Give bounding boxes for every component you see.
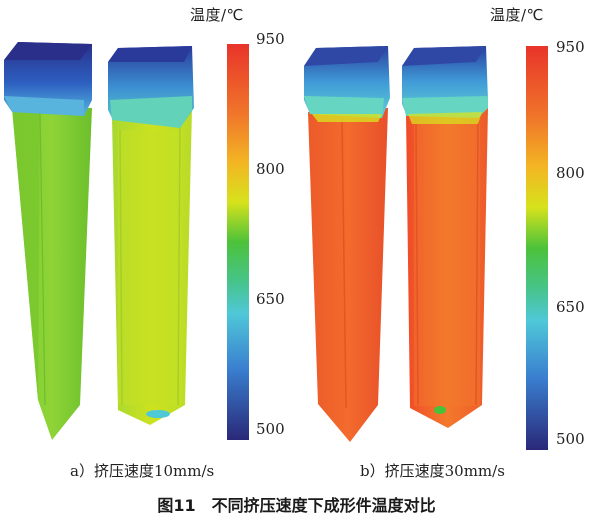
figure-caption: 图11 不同挤压速度下成形件温度对比: [157, 496, 436, 515]
tick-b-800: 800: [556, 164, 585, 182]
tick-b-650: 650: [556, 298, 585, 316]
colorbar-b: [526, 46, 548, 450]
tick-a-800: 800: [256, 160, 285, 178]
tick-a-500: 500: [256, 420, 285, 438]
colorbar-a: [227, 44, 249, 440]
rod-3: [304, 46, 390, 442]
unit-label-b: 温度/℃: [490, 6, 544, 24]
rod-2: [108, 46, 194, 425]
rod-4: [402, 46, 488, 428]
tick-b-950: 950: [556, 38, 585, 56]
tick-a-650: 650: [256, 290, 285, 308]
panel-b-simulation-image: [304, 46, 548, 450]
rod-1: [4, 42, 92, 440]
caption-a: a）挤压速度10mm/s: [70, 462, 215, 480]
tick-a-950: 950: [256, 30, 285, 48]
caption-b: b）挤压速度30mm/s: [360, 462, 505, 480]
panel-a-simulation-image: [4, 42, 249, 440]
tick-b-500: 500: [556, 430, 585, 448]
unit-label-a: 温度/℃: [190, 6, 244, 24]
